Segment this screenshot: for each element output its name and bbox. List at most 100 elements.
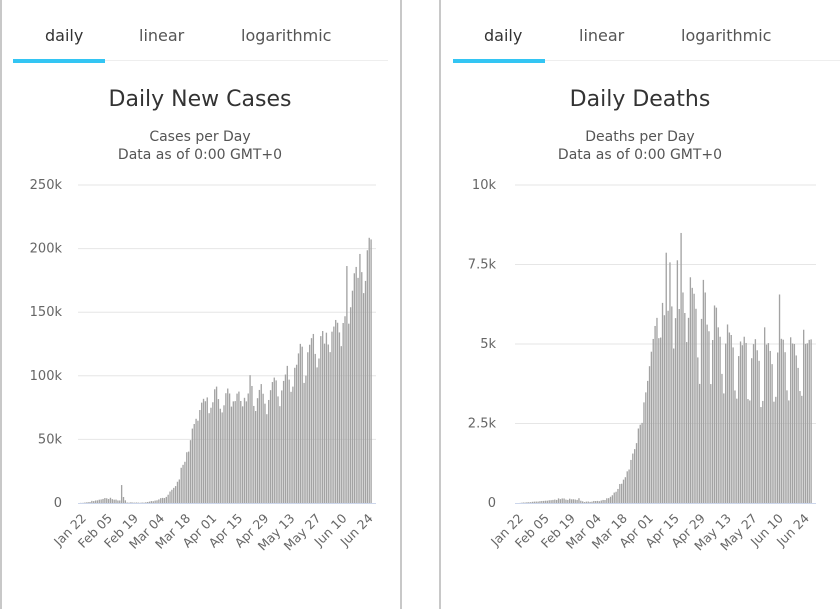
bar[interactable] — [186, 452, 188, 503]
bar[interactable] — [191, 428, 194, 503]
bar[interactable] — [141, 502, 143, 503]
bar[interactable] — [661, 302, 664, 503]
bar[interactable] — [712, 340, 714, 503]
bar[interactable] — [147, 501, 149, 503]
bar[interactable] — [258, 389, 261, 503]
bar[interactable] — [531, 501, 534, 503]
bar[interactable] — [647, 380, 649, 503]
bar[interactable] — [264, 403, 266, 503]
bar[interactable] — [535, 501, 537, 503]
bar[interactable] — [193, 424, 195, 503]
bar[interactable] — [613, 492, 615, 503]
bar[interactable] — [249, 375, 251, 503]
tab-linear[interactable]: linear — [139, 26, 185, 45]
bar[interactable] — [189, 440, 192, 503]
bar[interactable] — [135, 502, 138, 503]
bar[interactable] — [245, 401, 248, 503]
bar[interactable] — [288, 379, 290, 503]
bar[interactable] — [665, 252, 667, 503]
bar[interactable] — [723, 393, 725, 503]
bar[interactable] — [567, 499, 569, 503]
bar[interactable] — [725, 343, 727, 503]
bar[interactable] — [132, 502, 134, 503]
tab-daily[interactable]: daily — [484, 26, 523, 45]
bar[interactable] — [806, 343, 809, 503]
bar[interactable] — [301, 346, 303, 503]
bar[interactable] — [225, 393, 227, 503]
bar[interactable] — [557, 498, 560, 503]
bar[interactable] — [210, 407, 212, 503]
bar[interactable] — [684, 313, 686, 503]
bar[interactable] — [736, 398, 738, 503]
bar[interactable] — [217, 399, 220, 503]
bar[interactable] — [548, 500, 550, 503]
bar[interactable] — [556, 499, 558, 503]
bar[interactable] — [173, 487, 175, 503]
bar[interactable] — [719, 336, 721, 503]
bar[interactable] — [762, 400, 764, 503]
bar[interactable] — [621, 483, 623, 503]
bar[interactable] — [624, 477, 627, 503]
bar[interactable] — [591, 501, 593, 503]
bar[interactable] — [204, 401, 207, 503]
bar[interactable] — [122, 497, 125, 503]
bar[interactable] — [102, 498, 104, 503]
bar[interactable] — [327, 344, 329, 503]
bar[interactable] — [243, 397, 246, 503]
bar[interactable] — [318, 358, 320, 504]
bar[interactable] — [669, 262, 671, 503]
bar[interactable] — [777, 352, 779, 503]
bar[interactable] — [366, 250, 369, 503]
bar[interactable] — [749, 400, 751, 503]
bar[interactable] — [184, 461, 186, 503]
bar[interactable] — [726, 324, 729, 503]
bar[interactable] — [634, 449, 636, 503]
bar[interactable] — [171, 489, 173, 503]
bar[interactable] — [689, 277, 692, 503]
bar[interactable] — [643, 402, 645, 503]
bar[interactable] — [793, 343, 796, 503]
bar[interactable] — [765, 344, 768, 503]
bar[interactable] — [111, 499, 113, 503]
bar[interactable] — [176, 481, 179, 503]
bar[interactable] — [299, 343, 302, 503]
bar[interactable] — [537, 501, 539, 503]
bar[interactable] — [652, 338, 654, 503]
bar[interactable] — [89, 501, 91, 503]
bar[interactable] — [320, 336, 322, 503]
bar[interactable] — [282, 380, 285, 503]
bar[interactable] — [219, 408, 221, 503]
bar[interactable] — [94, 500, 97, 503]
bar[interactable] — [214, 389, 216, 503]
bar[interactable] — [180, 467, 182, 503]
bar[interactable] — [741, 345, 744, 503]
bar[interactable] — [294, 367, 296, 503]
bar[interactable] — [232, 401, 234, 503]
bar[interactable] — [165, 496, 167, 503]
bar[interactable] — [314, 353, 316, 503]
bar[interactable] — [626, 471, 628, 503]
tab-logarithmic[interactable]: logarithmic — [681, 26, 772, 45]
bar[interactable] — [87, 502, 89, 503]
bar[interactable] — [109, 497, 112, 503]
bar[interactable] — [637, 428, 640, 503]
bar[interactable] — [660, 337, 662, 503]
bar[interactable] — [695, 308, 697, 503]
bar[interactable] — [608, 498, 610, 503]
bar[interactable] — [91, 500, 93, 503]
bar[interactable] — [713, 305, 716, 503]
bar[interactable] — [583, 502, 586, 503]
bar[interactable] — [322, 331, 324, 503]
bar[interactable] — [526, 502, 528, 503]
bar[interactable] — [279, 406, 281, 503]
bar[interactable] — [158, 499, 160, 503]
bar[interactable] — [236, 393, 238, 503]
bar[interactable] — [277, 396, 279, 503]
bar[interactable] — [752, 344, 755, 503]
bar[interactable] — [747, 399, 749, 503]
bar[interactable] — [561, 498, 563, 503]
bar[interactable] — [206, 397, 208, 503]
bar[interactable] — [120, 485, 123, 503]
bar[interactable] — [130, 502, 132, 503]
bar[interactable] — [266, 414, 268, 503]
